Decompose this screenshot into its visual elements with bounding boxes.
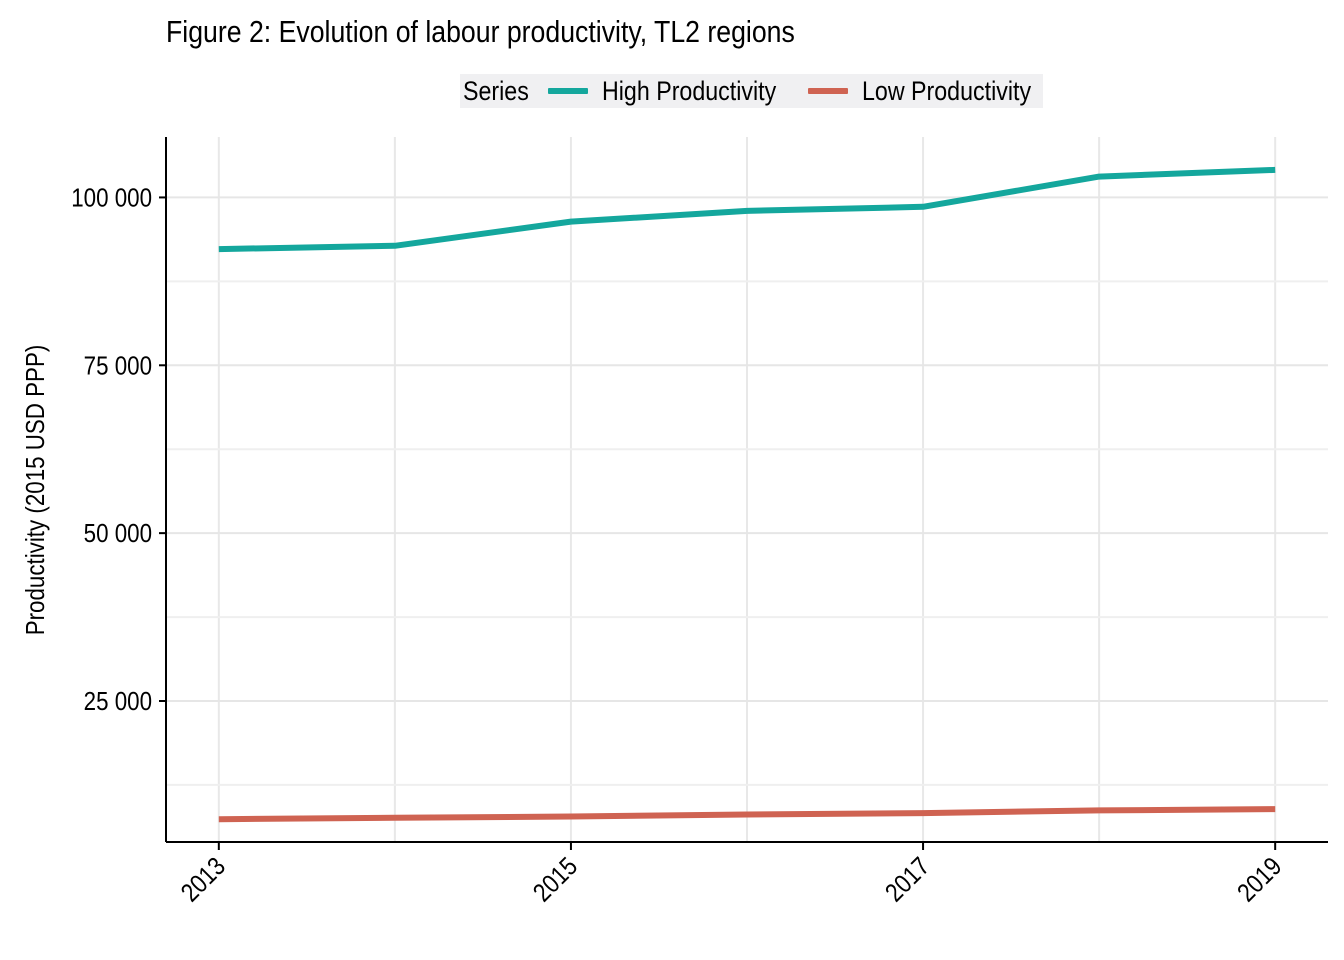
x-tick-label: 2017 — [880, 852, 936, 908]
grid-lines — [166, 137, 1328, 842]
y-tick-label: 75 000 — [84, 352, 152, 381]
tick-labels: 25 000 50 000 75 000 100 000 2013 2015 2017 201… — [71, 184, 1288, 908]
legend-title: Series — [463, 75, 529, 106]
y-axis-title: Productivity (2015 USD PPP) — [21, 345, 50, 636]
legend-item-high: High Productivity — [534, 76, 795, 107]
series-lines — [218, 166, 1276, 823]
legend-label-low: Low Productivity — [862, 75, 1032, 106]
legend-item-low: Low Productivity — [794, 76, 1039, 107]
y-tick-label: 25 000 — [84, 687, 152, 716]
chart-legend: Series High Productivity Low Productivit… — [460, 74, 1043, 108]
x-tick-label: 2015 — [528, 852, 584, 908]
axes — [159, 137, 1328, 850]
series-line-low-productivity — [218, 806, 1276, 823]
y-tick-label: 100 000 — [71, 184, 152, 213]
series-line-high-productivity — [218, 166, 1276, 253]
legend-swatch-high — [547, 88, 588, 94]
x-tick-label: 2019 — [1232, 852, 1288, 908]
legend-swatch-low — [808, 88, 849, 94]
legend-label-high: High Productivity — [601, 75, 776, 106]
chart-title: Figure 2: Evolution of labour productivi… — [166, 14, 795, 49]
x-tick-label: 2013 — [176, 852, 232, 908]
y-tick-label: 50 000 — [84, 520, 152, 549]
